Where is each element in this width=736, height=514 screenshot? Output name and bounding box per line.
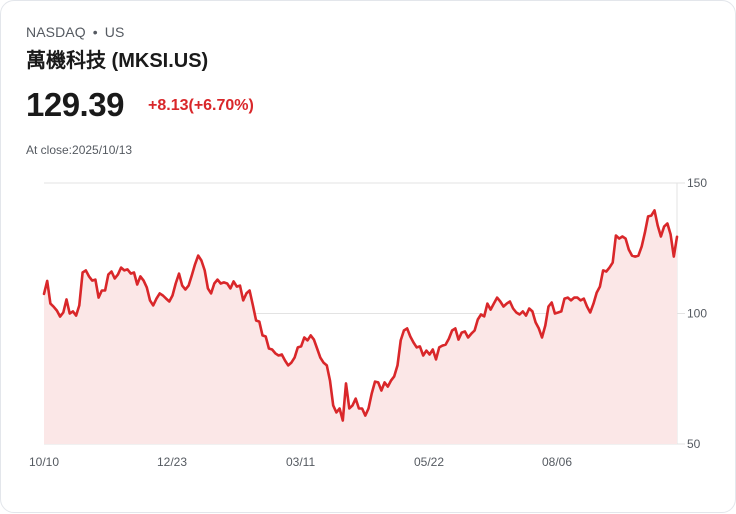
exchange-label: NASDAQ • US — [26, 24, 124, 40]
exchange-name: NASDAQ — [26, 24, 86, 40]
x-tick-label: 03/11 — [286, 455, 315, 469]
y-tick-label: 100 — [687, 307, 707, 321]
x-tick-label: 12/23 — [157, 455, 187, 469]
price-line — [42, 209, 679, 422]
x-tick-label: 10/10 — [29, 455, 59, 469]
y-tick-label: 150 — [687, 176, 707, 190]
price-change: +8.13(+6.70%) — [148, 97, 254, 114]
x-axis-labels: 10/10 12/23 03/11 05/22 08/06 — [29, 455, 572, 469]
separator-dot: • — [92, 24, 98, 40]
x-tick-label: 08/06 — [542, 455, 572, 469]
y-axis-labels: 150 100 50 — [687, 176, 707, 451]
price-area-fill — [44, 210, 677, 444]
market-name: US — [104, 24, 125, 40]
close-timestamp: At close:2025/10/13 — [26, 143, 133, 157]
stock-title: 萬機科技 (MKSI.US) — [26, 50, 209, 72]
y-tick-label: 50 — [687, 437, 701, 451]
x-tick-label: 05/22 — [414, 455, 444, 469]
stock-price: 129.39 — [26, 86, 124, 123]
